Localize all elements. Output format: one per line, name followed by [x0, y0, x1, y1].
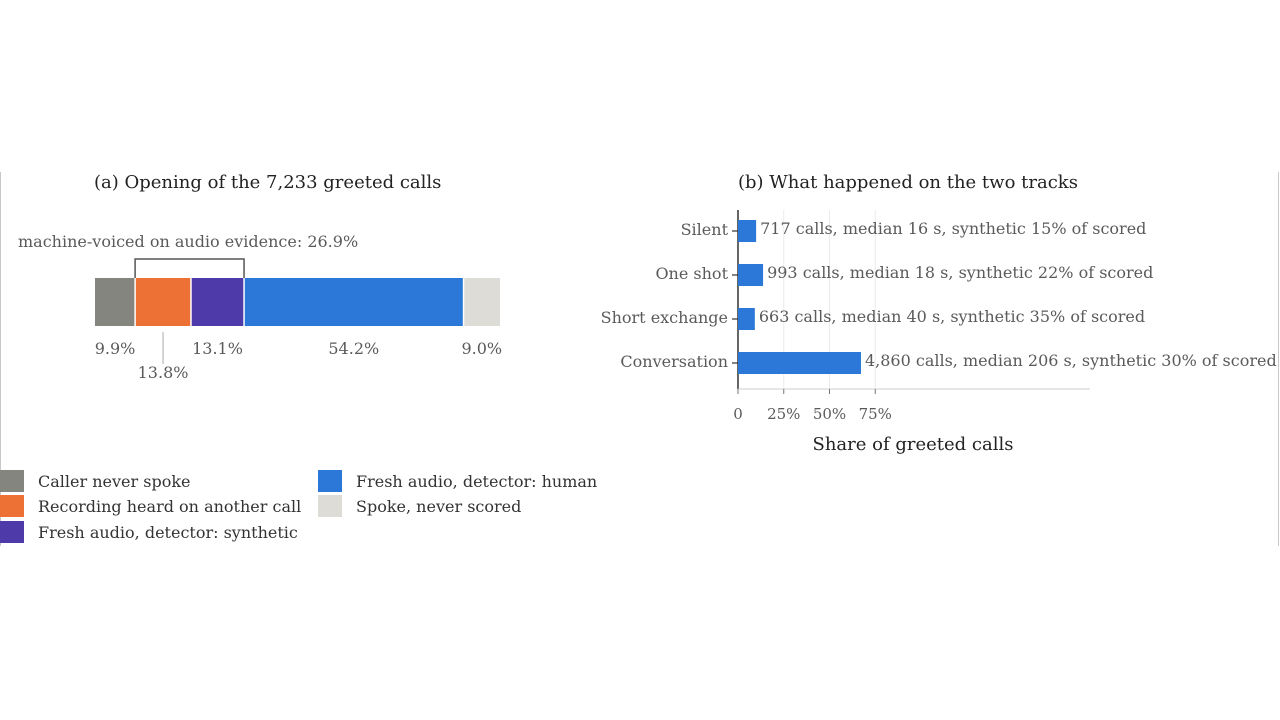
category-label-2: One shot [655, 264, 728, 283]
bracket [134, 258, 245, 278]
legend-item: Spoke, never scored [318, 495, 521, 517]
bar-annotation-2: 993 calls, median 18 s, synthetic 22% of… [767, 263, 1154, 282]
x-tick-label-0: 0 [733, 405, 743, 423]
x-tick-label-1: 25% [767, 405, 801, 423]
bar-2 [738, 264, 764, 286]
bar-1 [738, 220, 757, 242]
category-label-4: Conversation [620, 352, 728, 371]
panel-a-title: (a) Opening of the 7,233 greeted calls [94, 172, 442, 193]
legend-item: Caller never spoke [0, 470, 190, 492]
segment-label-4: 54.2% [328, 339, 380, 358]
bar-annotation-4: 4,860 calls, median 206 s, synthetic 30%… [864, 351, 1277, 370]
x-tick-label-2: 50% [812, 405, 847, 423]
legend-item: Fresh audio, detector: human [318, 470, 597, 492]
x-axis-title: Share of greeted calls [812, 434, 1014, 455]
segment-bar-4 [244, 278, 464, 326]
segment-bar-2 [135, 278, 191, 326]
panel-b-title: (b) What happened on the two tracks [738, 172, 1078, 193]
segment-label-5: 9.0% [461, 339, 503, 358]
segment-label-2: 13.8% [137, 363, 189, 382]
legend-swatch [0, 521, 24, 543]
bar-annotation-1: 717 calls, median 16 s, synthetic 15% of… [760, 219, 1147, 238]
right-frame-edge [1278, 172, 1279, 546]
segment-label-3: 13.1% [192, 339, 243, 358]
segment-bar-3 [190, 278, 245, 326]
bar-4 [738, 352, 861, 374]
legend-swatch [318, 495, 342, 517]
legend-swatch [318, 470, 342, 492]
legend-label: Recording heard on another call [38, 496, 302, 516]
legend-label: Fresh audio, detector: human [356, 471, 598, 491]
x-tick-label-3: 75% [858, 405, 892, 423]
category-label-1: Silent [680, 220, 728, 239]
segment-label-1: 9.9% [94, 339, 136, 358]
bar-3 [738, 308, 755, 330]
legend-label: Caller never spoke [38, 471, 191, 491]
segment-bar-5 [463, 278, 500, 326]
bar-annotation-3: 663 calls, median 40 s, synthetic 35% of… [758, 307, 1146, 326]
left-frame-edge [0, 172, 1, 546]
legend-item: Fresh audio, detector: synthetic [0, 521, 298, 543]
legend-swatch [0, 495, 24, 517]
bracket-label: machine-voiced on audio evidence: 26.9% [18, 232, 359, 251]
segment-bar-1 [95, 278, 136, 326]
category-label-3: Short exchange [600, 308, 728, 327]
legend-label: Spoke, never scored [356, 496, 522, 516]
legend-label: Fresh audio, detector: synthetic [38, 522, 298, 542]
legend-item: Recording heard on another call [0, 495, 301, 517]
legend-swatch [0, 470, 24, 492]
